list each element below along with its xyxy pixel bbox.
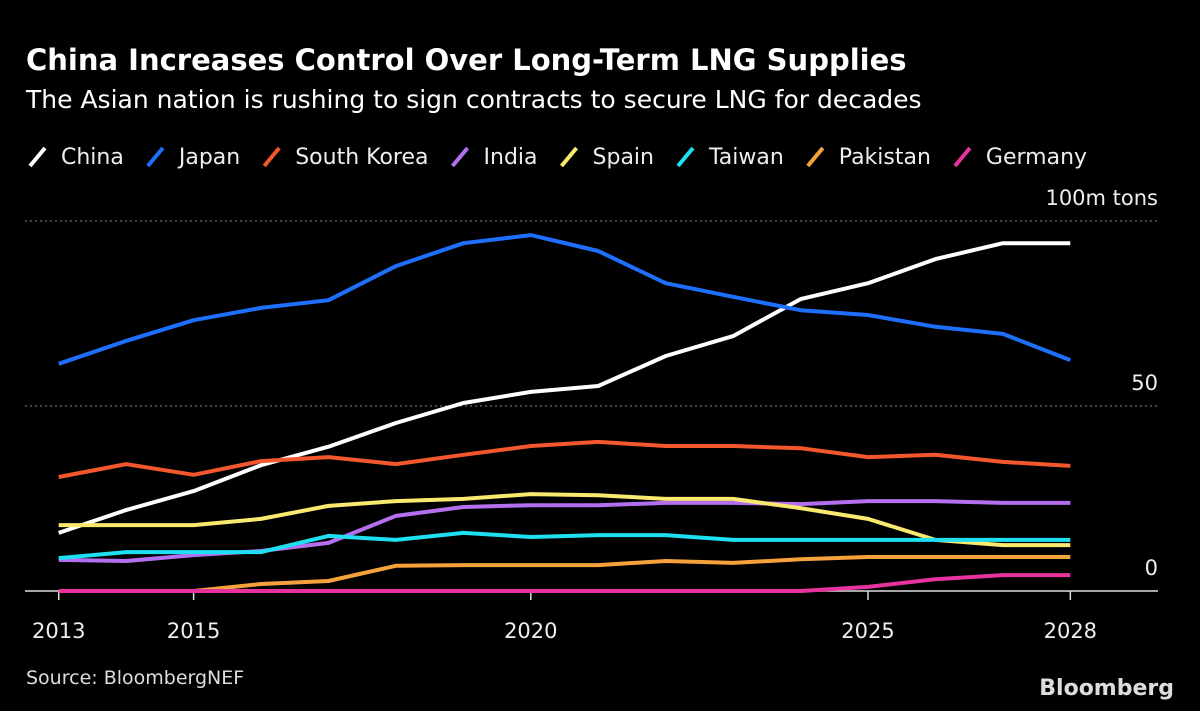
series-line [58,530,1071,561]
legend-swatch [806,146,825,168]
legend-swatch [676,146,695,168]
legend-label: China [61,145,124,170]
series-line [193,555,1071,593]
x-tick-label: 2025 [841,619,894,643]
x-tick-label: 2013 [32,619,85,643]
x-tick-label: 2015 [167,619,220,643]
legend-label: India [484,145,538,170]
legend-swatch [146,146,165,168]
legend-swatch [28,146,47,168]
series-line [58,241,1071,535]
series-line [58,573,1071,593]
legend-label: Pakistan [839,145,931,170]
legend-label: Japan [177,145,240,170]
chart-title: China Increases Control Over Long-Term L… [26,43,907,77]
legend-label: Taiwan [708,145,784,170]
series-line [58,492,1071,548]
y-tick-label: 50 [1131,371,1158,395]
series-line [58,439,1071,479]
legend-label: Spain [593,145,654,170]
series-line [58,233,1072,366]
legend-swatch [953,146,972,168]
y-tick-label: 0 [1145,556,1158,580]
y-tick-label: 100m tons [1045,186,1158,210]
legend-swatch [450,146,470,168]
legend-swatch [559,146,579,168]
source: Source: BloombergNEF [26,667,244,689]
x-tick-label: 2028 [1044,619,1097,643]
chart-subtitle: The Asian nation is rushing to sign cont… [25,85,922,114]
legend-label: South Korea [295,145,428,170]
branding: Bloomberg [1039,676,1174,701]
legend-swatch [262,146,281,168]
x-tick-label: 2020 [504,619,557,643]
legend-label: Germany [986,145,1087,170]
